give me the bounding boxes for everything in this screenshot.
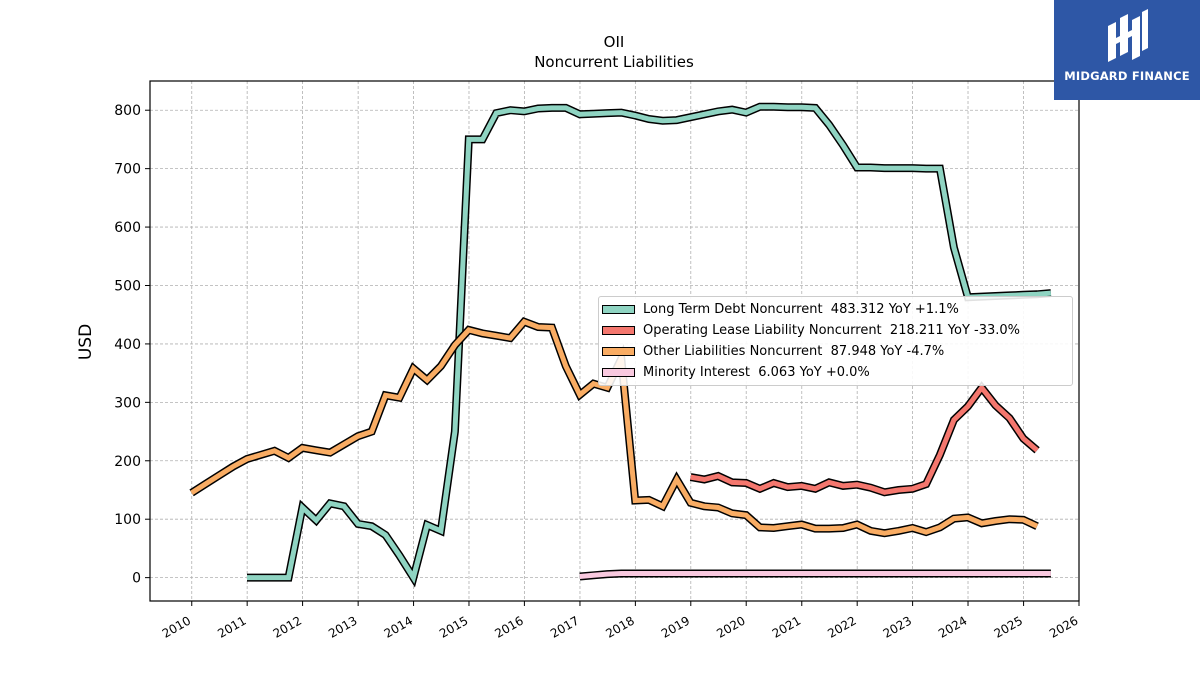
legend-swatch bbox=[602, 346, 635, 356]
x-tick-label: 2018 bbox=[603, 613, 636, 640]
legend-swatch bbox=[602, 367, 635, 377]
x-tick-label: 2015 bbox=[437, 613, 470, 640]
legend-swatch bbox=[602, 325, 635, 335]
y-tick-label: 100 bbox=[114, 512, 141, 528]
series-layer bbox=[189, 102, 1052, 588]
series-line-long-term-debt-noncurrent bbox=[247, 104, 1052, 584]
y-tick-label: 500 bbox=[114, 278, 141, 294]
brand-mark-icon bbox=[1108, 9, 1148, 62]
legend-entry: Minority Interest 6.063 YoY +0.0% bbox=[599, 362, 870, 382]
x-tick-label: 2023 bbox=[881, 613, 914, 640]
x-tick-label: 2011 bbox=[215, 613, 248, 640]
x-tick-label: 2012 bbox=[271, 613, 304, 640]
y-tick-label: 800 bbox=[114, 103, 141, 119]
y-tick-label: 0 bbox=[132, 571, 141, 587]
brand-name: MIDGARD FINANCE bbox=[1064, 69, 1190, 83]
brand-logo: MIDGARD FINANCE bbox=[1054, 0, 1200, 100]
chart-title: OII bbox=[604, 33, 625, 51]
y-tick-label: 600 bbox=[114, 220, 141, 236]
x-tick-label: 2025 bbox=[992, 613, 1025, 640]
x-tick-label: 2016 bbox=[492, 613, 525, 640]
x-tick-label: 2024 bbox=[936, 613, 969, 640]
legend-label: Minority Interest 6.063 YoY +0.0% bbox=[643, 364, 870, 380]
series-line-operating-lease-liability-noncurrent bbox=[690, 383, 1039, 495]
legend-entry: Operating Lease Liability Noncurrent 218… bbox=[599, 320, 1020, 340]
legend-label: Operating Lease Liability Noncurrent 218… bbox=[643, 322, 1021, 338]
x-tick-label: 2021 bbox=[770, 613, 803, 640]
y-tick-label: 200 bbox=[114, 454, 141, 470]
x-tick-label: 2017 bbox=[548, 613, 581, 640]
x-tick-label: 2022 bbox=[825, 613, 858, 640]
plot-frame bbox=[149, 80, 1080, 602]
x-tick-label: 2010 bbox=[160, 613, 193, 640]
chart-subtitle: Noncurrent Liabilities bbox=[534, 53, 694, 71]
x-tick-label: 2014 bbox=[382, 613, 415, 640]
x-tick-label: 2020 bbox=[714, 613, 747, 640]
y-tick-label: 400 bbox=[114, 337, 141, 353]
legend-label: Other Liabilities Noncurrent 87.948 YoY … bbox=[643, 343, 945, 359]
x-tick-label: 2019 bbox=[659, 613, 692, 640]
y-tick-label: 300 bbox=[114, 395, 141, 411]
x-tick-label: 2026 bbox=[1047, 613, 1080, 640]
y-tick-label: 700 bbox=[114, 162, 141, 178]
legend-entry: Long Term Debt Noncurrent 483.312 YoY +1… bbox=[599, 299, 959, 319]
legend-entry: Other Liabilities Noncurrent 87.948 YoY … bbox=[599, 341, 944, 361]
y-axis-label: USD bbox=[76, 324, 96, 360]
x-tick-label: 2013 bbox=[326, 613, 359, 640]
series-outline-operating-lease-liability-noncurrent bbox=[689, 381, 1040, 497]
series-line-minority-interest bbox=[579, 571, 1051, 579]
chart-legend: Long Term Debt Noncurrent 483.312 YoY +1… bbox=[598, 296, 1073, 386]
legend-swatch bbox=[602, 304, 635, 314]
legend-label: Long Term Debt Noncurrent 483.312 YoY +1… bbox=[643, 301, 959, 317]
